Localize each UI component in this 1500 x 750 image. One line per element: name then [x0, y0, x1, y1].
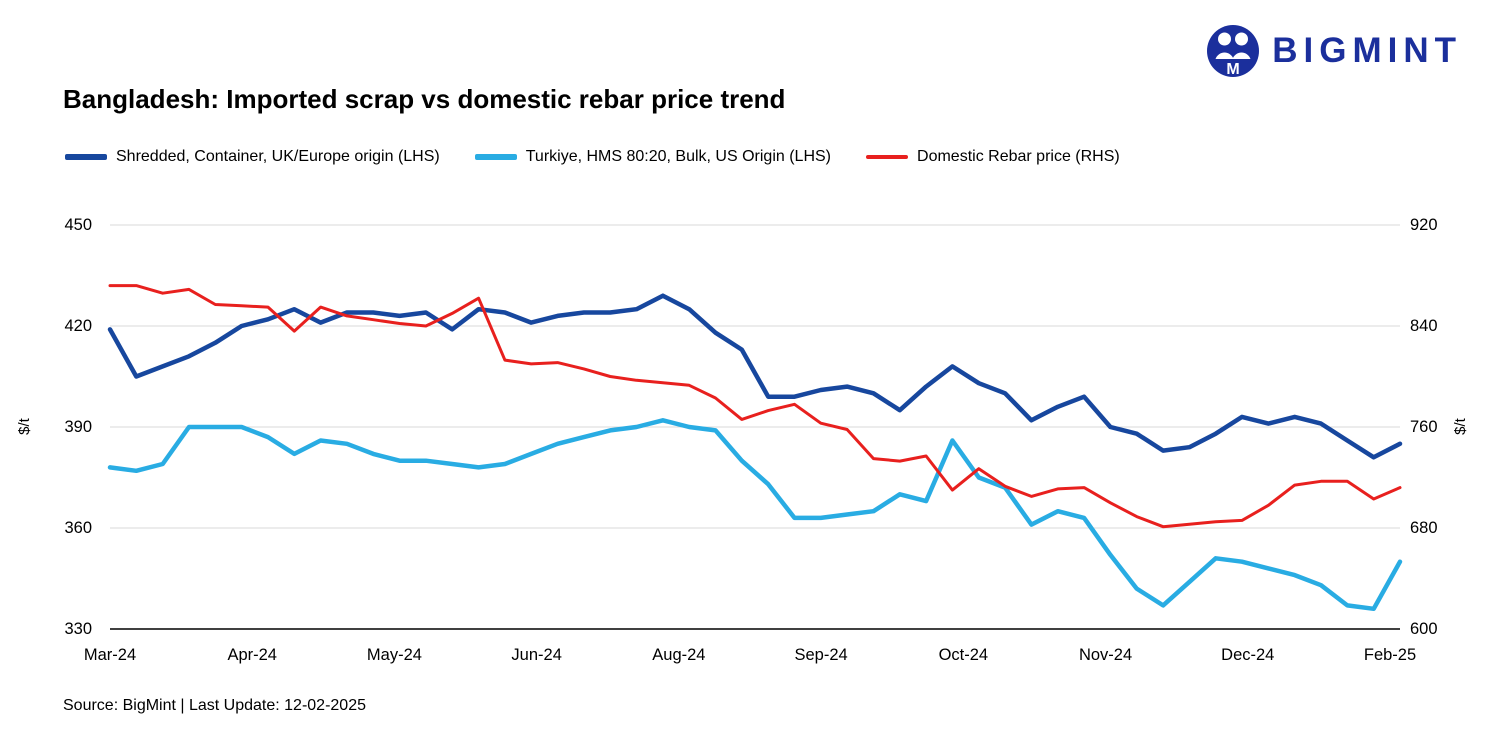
series-line-2	[108, 284, 1402, 529]
legend-label-rebar: Domestic Rebar price (RHS)	[917, 148, 1120, 165]
legend-label-shredded: Shredded, Container, UK/Europe origin (L…	[116, 148, 440, 165]
series-line-0	[107, 293, 1403, 460]
bigmint-logo-icon: M	[1207, 25, 1260, 78]
left-axis-tick-label: 330	[64, 620, 92, 638]
source-note: Source: BigMint | Last Update: 12-02-202…	[63, 697, 366, 714]
series-line-1	[107, 418, 1403, 612]
legend-item-shredded: Shredded, Container, UK/Europe origin (L…	[65, 148, 440, 166]
bigmint-logo-text: BIGMINT	[1272, 31, 1462, 70]
right-axis-tick-label: 840	[1410, 317, 1438, 335]
right-axis-tick-label: 760	[1410, 418, 1438, 436]
left-axis-tick-label: 450	[64, 216, 92, 234]
chart-legend: Shredded, Container, UK/Europe origin (L…	[65, 148, 1120, 166]
x-axis-tick-label: Oct-24	[938, 646, 989, 664]
plot-area	[107, 224, 1403, 630]
x-axis-tick-label: Jun-24	[511, 646, 562, 664]
x-axis-tick-label: Apr-24	[227, 646, 277, 664]
left-axis-unit-label: $/t	[15, 418, 33, 435]
right-axis-tick-label: 920	[1410, 216, 1438, 234]
chart-title: Bangladesh: Imported scrap vs domestic r…	[63, 84, 786, 114]
x-axis-tick-label: Sep-24	[794, 646, 848, 664]
legend-swatch-turkiye	[474, 154, 517, 160]
x-axis-tick-label: Feb-25	[1363, 646, 1417, 664]
legend-swatch-shredded	[65, 154, 107, 160]
left-axis-tick-label: 390	[64, 418, 92, 436]
legend-item-turkiye: Turkiye, HMS 80:20, Bulk, US Origin (LHS…	[474, 148, 832, 166]
x-axis-tick-label: Dec-24	[1221, 646, 1275, 664]
right-axis-tick-label: 600	[1410, 620, 1438, 638]
x-axis-tick-label: May-24	[366, 646, 422, 664]
legend-label-turkiye: Turkiye, HMS 80:20, Bulk, US Origin (LHS…	[525, 148, 832, 165]
legend-swatch-rebar	[866, 154, 909, 160]
bigmint-logo: M BIGMINT	[1206, 24, 1462, 78]
x-axis-tick-label: Nov-24	[1078, 646, 1133, 664]
left-axis-tick-label: 360	[64, 519, 92, 537]
right-axis-tick-label: 680	[1410, 519, 1438, 537]
x-axis-tick-label: Mar-24	[83, 646, 137, 664]
legend-item-rebar: Domestic Rebar price (RHS)	[866, 148, 1120, 166]
svg-text:M: M	[1227, 61, 1240, 78]
line-chart: $/t $/t 330 360 390 420 450 600 680 760 840 920 Ma…	[0, 210, 1500, 680]
left-axis-tick-label: 420	[64, 317, 92, 335]
x-axis-tick-label: Aug-24	[652, 646, 706, 664]
